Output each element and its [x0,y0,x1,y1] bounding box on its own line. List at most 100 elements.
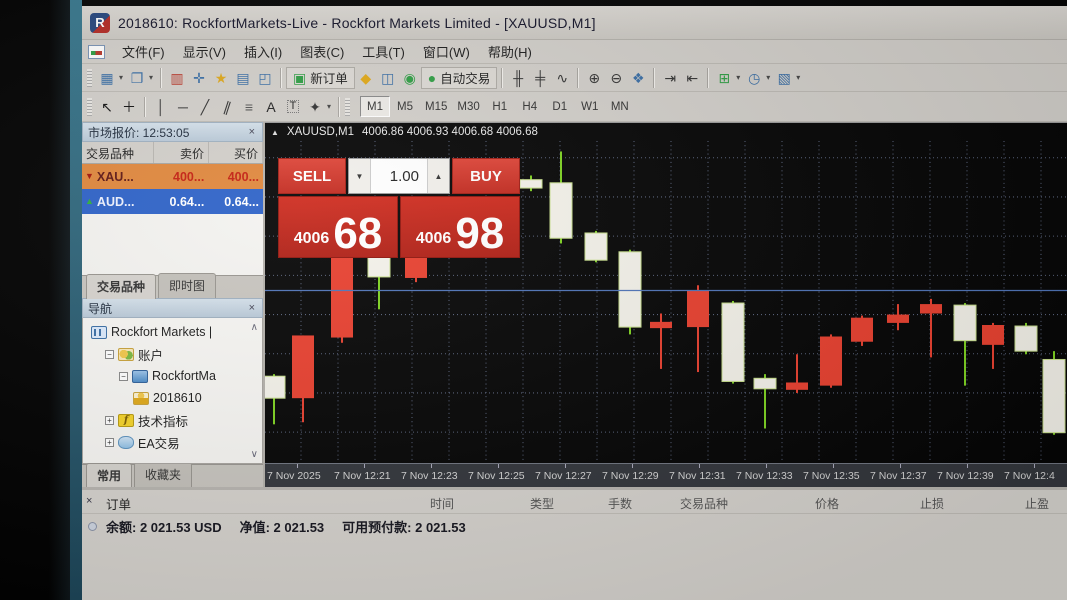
navigator-icon[interactable]: ★ [214,69,228,86]
text-icon[interactable]: A [266,98,276,115]
market-watch-titlebar[interactable]: 市场报价: 12:53:05 × [82,122,263,142]
toolbar-grip[interactable] [87,68,92,87]
title-bar[interactable]: R 2018610: RockfortMarkets-Live - Rockfo… [82,6,1067,40]
navigator-tab[interactable]: 收藏夹 [134,462,193,487]
tree-item-3[interactable]: 2018610 [83,387,262,409]
text-label-icon[interactable]: T [282,96,304,118]
candlestick-chart-icon[interactable]: ╪ [535,69,546,86]
column-bid[interactable]: 卖价 [154,142,209,163]
terminal-panel-icon[interactable]: ▤ [236,69,250,86]
new-order-button[interactable]: ▣ 新订单 [286,66,355,89]
collapse-node-icon[interactable]: − [105,349,114,359]
market-watch-icon[interactable]: ▥ [170,69,184,86]
vertical-line-icon[interactable]: │ [156,98,166,115]
close-icon[interactable]: × [248,126,255,138]
column-symbol[interactable]: 交易品种 [82,142,154,163]
terminal-column-1[interactable]: 类型 [530,497,555,511]
profiles-icon[interactable]: ❐ [130,69,144,86]
menu-item-2[interactable]: 插入(I) [243,45,283,60]
chart-plot-area[interactable]: SELL ▼ 1.00 ▲ BUY 4006 68 [265,141,1067,463]
timeframe-m30[interactable]: M30 [457,100,480,113]
buy-button[interactable]: BUY [452,158,520,194]
auto-scroll-icon[interactable]: ⇥ [664,69,677,86]
column-ask[interactable]: 买价 [209,142,263,163]
menu-item-3[interactable]: 图表(C) [300,45,345,60]
scroll-down-icon[interactable]: ∨ [250,449,258,460]
terminal-column-6[interactable]: 止盈 [1025,497,1050,511]
terminal-column-2[interactable]: 手数 [608,497,633,511]
tree-item-5[interactable]: + EA交易 [83,431,262,453]
dropdown-arrow-icon[interactable]: ▾ [796,73,801,82]
volume-input[interactable]: 1.00 [389,167,419,185]
timeframe-mn[interactable]: MN [610,100,629,113]
timeframe-h4[interactable]: H4 [522,100,538,113]
fibonacci-icon[interactable]: ≡ [244,98,254,115]
market-watch-tab[interactable]: 交易品种 [86,274,157,299]
strategy-tester-icon[interactable]: ◰ [258,69,272,86]
terminal-column-5[interactable]: 止损 [920,497,945,511]
collapse-node-icon[interactable]: − [119,371,128,381]
dropdown-arrow-icon[interactable]: ▾ [766,73,771,82]
menu-item-6[interactable]: 帮助(H) [487,45,532,60]
market-watch-row-1[interactable]: ▲ AUD... 0.64... 0.64... [82,189,263,214]
terminal-column-4[interactable]: 价格 [815,497,840,511]
indicators-icon[interactable]: ⊞ [718,69,731,86]
new-chart-icon[interactable]: ▦ [100,69,114,86]
menu-item-4[interactable]: 工具(T) [362,45,405,60]
buy-price-display[interactable]: 4006 98 [400,196,520,258]
cursor-icon[interactable]: ↖ [101,98,113,115]
expand-node-icon[interactable]: + [105,415,114,425]
collapse-panel-icon[interactable]: ▲ [271,127,279,137]
market-watch-tab[interactable]: 即时图 [158,273,217,298]
market-watch-row-0[interactable]: ▼ XAU... 400... 400... [82,164,263,189]
bar-chart-icon[interactable]: ╫ [513,69,524,86]
volume-decrease-icon[interactable]: ▼ [349,159,371,193]
sell-button[interactable]: SELL [278,158,346,194]
zoom-out-icon[interactable]: ⊖ [610,69,623,86]
tab-orders[interactable]: 订单 [106,498,132,512]
tree-item-1[interactable]: − 账户 [83,343,262,365]
arrows-icon[interactable]: ✦ [309,98,321,115]
scroll-up-icon[interactable]: ∧ [250,322,258,333]
tree-item-2[interactable]: − RockfortMa [83,365,262,387]
timeframe-m5[interactable]: M5 [397,100,413,113]
navigator-titlebar[interactable]: 导航 × [82,298,263,318]
dropdown-arrow-icon[interactable]: ▾ [119,73,124,82]
dropdown-arrow-icon[interactable]: ▾ [736,73,741,82]
menu-item-0[interactable]: 文件(F) [122,45,165,60]
timeframe-m1[interactable]: M1 [360,96,391,117]
dropdown-arrow-icon[interactable]: ▾ [327,102,332,111]
signals-icon[interactable]: ◉ [403,69,416,86]
terminal-column-0[interactable]: 时间 [430,497,455,511]
autotrading-button[interactable]: ● 自动交易 [420,66,498,89]
menu-item-5[interactable]: 窗口(W) [422,45,470,60]
timeframe-m15[interactable]: M15 [425,100,448,113]
toolbar-grip[interactable] [87,97,92,116]
timeframe-h1[interactable]: H1 [492,100,508,113]
toolbar-grip[interactable] [345,97,351,116]
tile-windows-icon[interactable]: ❖ [631,69,645,86]
volume-increase-icon[interactable]: ▲ [427,159,449,193]
timeframe-d1[interactable]: D1 [552,100,568,113]
zoom-in-icon[interactable]: ⊕ [588,69,601,86]
close-icon[interactable]: × [248,302,255,314]
close-icon[interactable]: × [86,495,93,507]
equidistant-channel-icon[interactable]: ∥ [221,97,233,116]
sell-price-display[interactable]: 4006 68 [278,196,398,258]
line-chart-icon[interactable]: ∿ [556,69,569,86]
horizontal-line-icon[interactable]: ─ [178,98,188,115]
tree-item-0[interactable]: Rockfort Markets | [83,321,262,343]
menu-item-1[interactable]: 显示(V) [182,45,226,60]
dropdown-arrow-icon[interactable]: ▾ [149,73,154,82]
navigator-tab[interactable]: 常用 [86,463,133,488]
terminal-column-3[interactable]: 交易品种 [680,497,729,511]
periods-icon[interactable]: ◷ [748,69,761,86]
crosshair-icon[interactable]: ＋ [122,98,136,115]
trendline-icon[interactable]: ╱ [200,98,210,115]
tree-item-4[interactable]: + f 技术指标 [83,409,262,431]
templates-icon[interactable]: ▧ [777,69,791,86]
time-axis[interactable]: 7 Nov 2025 7 Nov 12:21 7 Nov 12:23 7 Nov 12… [265,463,1067,487]
community-icon[interactable]: ◫ [381,69,395,86]
chart-shift-icon[interactable]: ⇤ [686,69,699,86]
expand-node-icon[interactable]: + [105,437,114,447]
